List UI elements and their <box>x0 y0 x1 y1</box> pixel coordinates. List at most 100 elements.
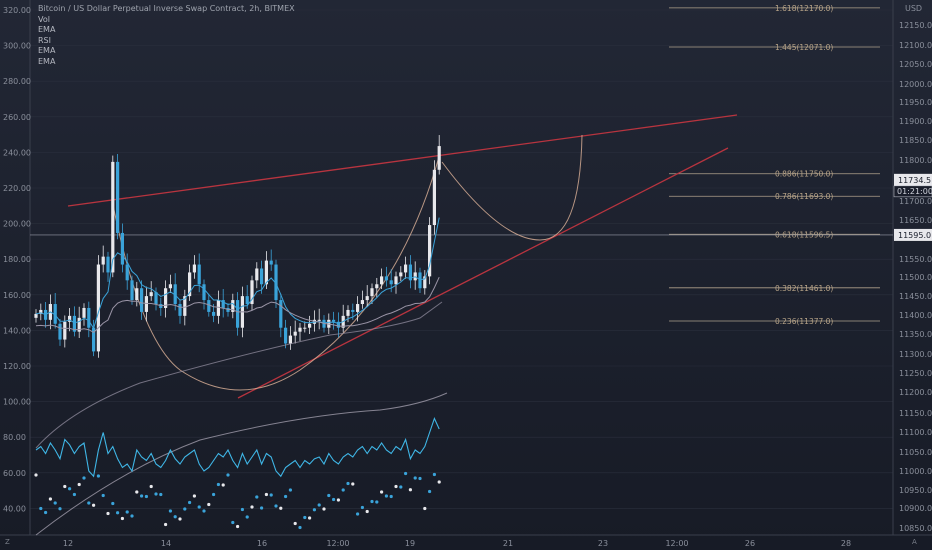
candle-body-20[interactable] <box>130 280 134 301</box>
candle-body-16[interactable] <box>111 161 115 273</box>
support-trendline[interactable] <box>237 147 729 399</box>
candle-body-1[interactable] <box>39 309 43 314</box>
ema-fast-line[interactable] <box>35 217 440 330</box>
volume-dot-61 <box>327 493 331 498</box>
candle-body-72[interactable] <box>380 276 384 285</box>
candle-body-49[interactable] <box>269 260 273 265</box>
legend-rsi[interactable]: RSI <box>38 35 51 45</box>
candle-body-22[interactable] <box>140 288 144 312</box>
candle-body-29[interactable] <box>173 284 177 305</box>
candle-body-59[interactable] <box>317 319 321 321</box>
volume-dot-12 <box>92 503 96 507</box>
last-price-tag[interactable] <box>894 173 932 186</box>
legend-vol[interactable]: Vol <box>38 14 50 24</box>
legend-ema-3[interactable]: EMA <box>38 56 56 66</box>
candle-body-74[interactable] <box>389 280 393 285</box>
candle-body-27[interactable] <box>164 288 168 308</box>
candle-body-75[interactable] <box>394 276 398 285</box>
candle-body-42[interactable] <box>236 300 240 328</box>
candle-body-8[interactable] <box>72 315 76 332</box>
candle-body-36[interactable] <box>207 300 211 312</box>
candle-body-34[interactable] <box>197 264 201 285</box>
candle-body-45[interactable] <box>250 280 254 305</box>
candle-body-62[interactable] <box>332 319 336 322</box>
candle-body-50[interactable] <box>274 264 278 301</box>
candle-body-40[interactable] <box>226 307 230 312</box>
candle-body-80[interactable] <box>418 272 422 289</box>
handle-arc[interactable] <box>441 134 583 241</box>
candle-body-71[interactable] <box>375 284 379 289</box>
candle-body-47[interactable] <box>260 268 264 285</box>
candle-body-41[interactable] <box>231 300 235 312</box>
candle-body-7[interactable] <box>68 315 72 322</box>
candle-body-44[interactable] <box>245 296 249 305</box>
candle-body-31[interactable] <box>183 296 187 316</box>
candle-body-81[interactable] <box>423 276 427 289</box>
ema-mid-line[interactable] <box>35 276 440 334</box>
candle-body-83[interactable] <box>432 169 436 226</box>
candle-body-73[interactable] <box>384 276 388 281</box>
candle-body-82[interactable] <box>428 225 432 277</box>
candle-body-33[interactable] <box>192 264 196 273</box>
candle-body-76[interactable] <box>399 272 403 277</box>
candle-body-25[interactable] <box>154 292 158 305</box>
candle-body-65[interactable] <box>346 309 350 316</box>
candle-body-38[interactable] <box>216 300 220 316</box>
resistance-trendline[interactable] <box>67 114 738 207</box>
candle-body-53[interactable] <box>288 335 292 344</box>
candle-body-4[interactable] <box>53 304 57 324</box>
volume-dot-24 <box>149 484 153 489</box>
candle-body-13[interactable] <box>96 264 100 352</box>
candle-body-32[interactable] <box>188 272 192 297</box>
candle-body-48[interactable] <box>264 260 268 285</box>
candle-body-12[interactable] <box>92 327 96 352</box>
candle-body-9[interactable] <box>77 317 81 332</box>
candle-body-57[interactable] <box>308 323 312 328</box>
candle-body-21[interactable] <box>135 288 139 301</box>
candle-body-56[interactable] <box>303 327 307 329</box>
candle-body-78[interactable] <box>408 264 412 281</box>
timezone-button[interactable]: Z <box>5 538 10 546</box>
candle-body-77[interactable] <box>404 264 408 273</box>
candle-body-39[interactable] <box>221 300 225 308</box>
legend-ema-1[interactable]: EMA <box>38 25 56 34</box>
candle-body-66[interactable] <box>351 309 355 312</box>
auto-scale-button[interactable]: A <box>912 538 917 546</box>
countdown-text: 01:21:00 <box>897 187 932 196</box>
rsi-line[interactable] <box>35 417 440 478</box>
candle-body-54[interactable] <box>293 331 297 336</box>
candle-body-63[interactable] <box>336 321 340 328</box>
candle-body-68[interactable] <box>360 300 364 305</box>
candle-body-28[interactable] <box>168 284 172 289</box>
candle-body-5[interactable] <box>58 323 62 340</box>
candle-body-51[interactable] <box>279 300 283 328</box>
cup-arc[interactable] <box>111 152 441 391</box>
candle-body-37[interactable] <box>212 311 216 316</box>
candle-body-0[interactable] <box>34 313 38 318</box>
candle-body-6[interactable] <box>63 321 67 340</box>
candle-body-11[interactable] <box>87 307 91 328</box>
candle-body-15[interactable] <box>106 256 110 273</box>
legend-ema-2[interactable]: EMA <box>38 46 56 55</box>
line-price-tag[interactable] <box>894 228 932 241</box>
candle-body-24[interactable] <box>149 292 153 297</box>
candle-body-18[interactable] <box>120 232 124 265</box>
candle-body-46[interactable] <box>255 268 259 281</box>
candle-body-69[interactable] <box>365 296 369 301</box>
candle-body-70[interactable] <box>370 288 374 297</box>
candle-body-10[interactable] <box>82 307 86 318</box>
volume-dot-53 <box>288 488 292 492</box>
candle-body-55[interactable] <box>298 327 302 332</box>
candle-body-35[interactable] <box>202 284 206 301</box>
candle-body-14[interactable] <box>101 256 105 265</box>
left-tick-6: 200.00 <box>3 220 31 229</box>
candle-body-84[interactable] <box>437 146 441 170</box>
candle-body-52[interactable] <box>284 327 288 344</box>
candle-body-30[interactable] <box>178 304 182 316</box>
candle-body-19[interactable] <box>125 264 129 281</box>
candle-body-67[interactable] <box>356 304 360 312</box>
candle-body-23[interactable] <box>144 296 148 312</box>
candle-body-17[interactable] <box>116 161 120 233</box>
